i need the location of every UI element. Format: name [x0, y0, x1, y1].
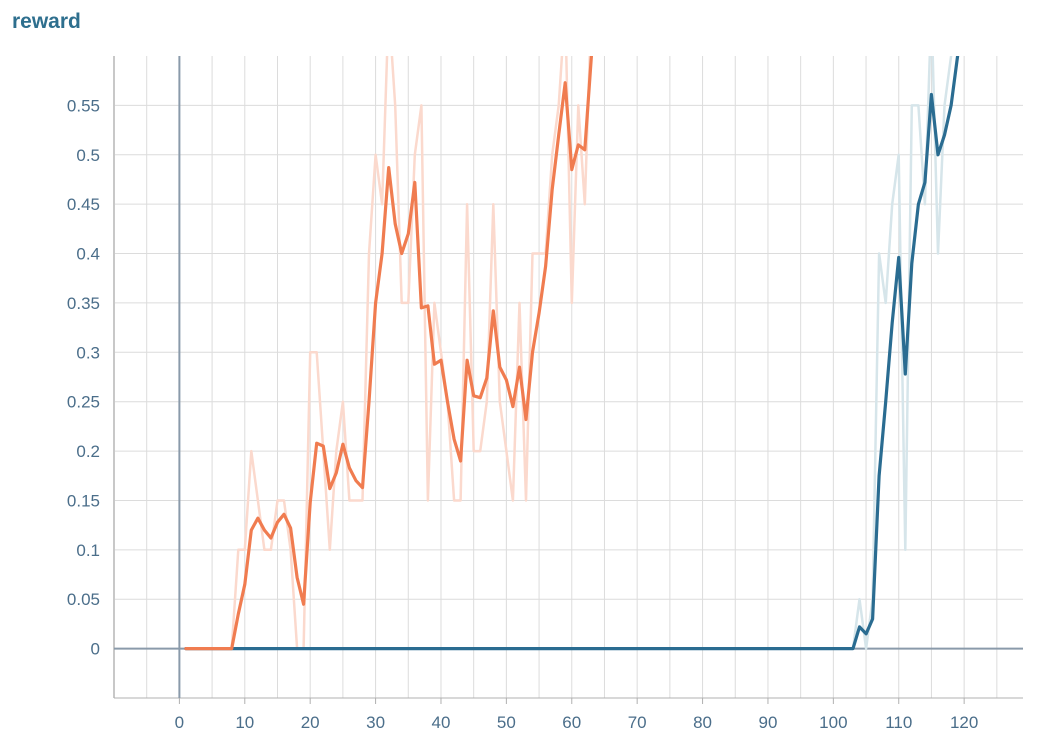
y-tick-label: 0.5 [76, 146, 100, 165]
y-tick-label: 0.3 [76, 343, 100, 362]
y-tick-label: 0.15 [67, 491, 100, 510]
smoothed-series-line-1 [184, 56, 960, 651]
x-tick-label: 70 [628, 713, 647, 732]
chart-title: reward [12, 10, 81, 33]
x-tick-label: 30 [366, 713, 385, 732]
x-tick-label: 0 [175, 713, 184, 732]
y-tick-label: 0.05 [67, 590, 100, 609]
plot-area [184, 56, 960, 651]
x-tick-label: 20 [301, 713, 320, 732]
x-tick-label: 100 [819, 713, 847, 732]
y-tick-label: 0.35 [67, 294, 100, 313]
x-tick-label: 80 [693, 713, 712, 732]
y-tick-label: 0.25 [67, 393, 100, 412]
x-tick-label: 60 [562, 713, 581, 732]
x-tick-label: 90 [758, 713, 777, 732]
y-tick-label: 0.55 [67, 96, 100, 115]
x-tick-label: 110 [885, 713, 912, 732]
series-lines [184, 56, 960, 651]
y-tick-label: 0.1 [76, 541, 100, 560]
x-tick-label: 40 [432, 713, 451, 732]
raw-series-line-0 [185, 56, 592, 650]
y-tick-label: 0 [91, 640, 100, 659]
x-tick-label: 10 [235, 713, 254, 732]
raw-series-line-1 [185, 56, 953, 650]
x-tick-label: 120 [950, 713, 978, 732]
tick-labels: 0 10 20 30 40 50 60 70 80 90 100 110 120 0 0.05 0.1 0.15… [67, 96, 978, 732]
x-tick-label: 50 [497, 713, 516, 732]
smoothed-series-line-0 [184, 56, 593, 651]
y-tick-label: 0.2 [76, 442, 100, 461]
y-tick-label: 0.4 [76, 245, 100, 264]
y-tick-label: 0.45 [67, 195, 100, 214]
